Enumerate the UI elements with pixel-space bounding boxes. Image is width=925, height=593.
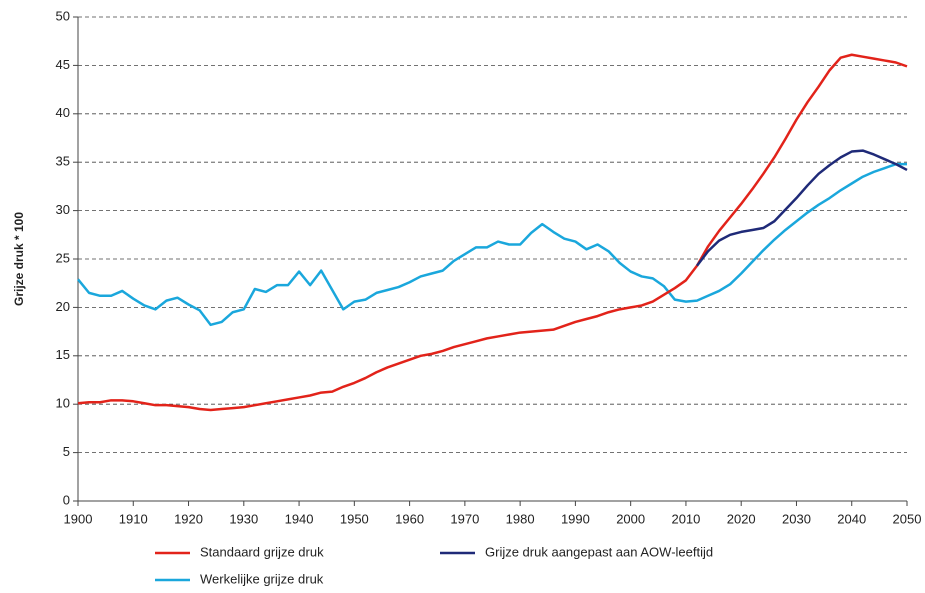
x-tick-label: 2050 <box>893 511 922 526</box>
x-tick-label: 1920 <box>174 511 203 526</box>
series-line <box>695 149 908 267</box>
x-tick-label: 2000 <box>616 511 645 526</box>
y-tick-label: 5 <box>63 444 70 459</box>
x-tick-label: 1900 <box>64 511 93 526</box>
y-tick-label: 25 <box>56 250 70 265</box>
x-tick-label: 1910 <box>119 511 148 526</box>
x-tick-label: 1960 <box>395 511 424 526</box>
x-tick-label: 1950 <box>340 511 369 526</box>
y-tick-label: 10 <box>56 396 70 411</box>
x-tick-label: 1970 <box>450 511 479 526</box>
series-line <box>77 53 908 412</box>
x-tick-label: 1980 <box>506 511 535 526</box>
x-tick-label: 2040 <box>837 511 866 526</box>
y-tick-label: 20 <box>56 299 70 314</box>
y-tick-label: 45 <box>56 57 70 72</box>
x-tick-label: 2010 <box>671 511 700 526</box>
y-tick-label: 15 <box>56 347 70 362</box>
x-tick-label: 2030 <box>782 511 811 526</box>
y-axis-label: Grijze druk * 100 <box>12 212 26 306</box>
y-tick-label: 0 <box>63 492 70 507</box>
legend-label: Grijze druk aangepast aan AOW-leeftijd <box>485 544 713 559</box>
y-tick-label: 30 <box>56 202 70 217</box>
legend-label: Standaard grijze druk <box>200 544 324 559</box>
x-tick-label: 1990 <box>561 511 590 526</box>
y-tick-label: 40 <box>56 105 70 120</box>
x-tick-label: 1930 <box>229 511 258 526</box>
series-line <box>77 162 907 327</box>
y-tick-label: 35 <box>56 154 70 169</box>
x-tick-label: 1940 <box>285 511 314 526</box>
y-tick-label: 50 <box>56 8 70 23</box>
x-tick-label: 2020 <box>727 511 756 526</box>
legend-label: Werkelijke grijze druk <box>200 571 324 586</box>
